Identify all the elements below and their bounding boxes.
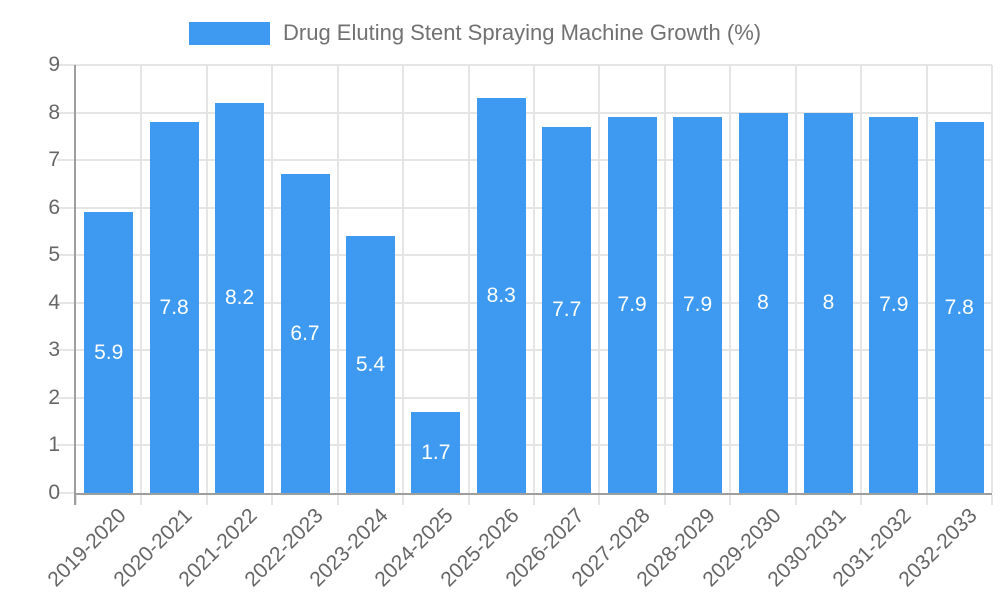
y-tick (57, 396, 76, 399)
bar (345, 236, 395, 493)
bar-value-label: 8 (822, 290, 835, 314)
bar-value-label: 7.8 (159, 295, 189, 319)
x-gridline (336, 65, 339, 493)
x-tick (533, 495, 535, 505)
bar-value-label: 7.9 (879, 293, 909, 317)
bar (803, 112, 853, 493)
x-tick (271, 495, 274, 505)
bar-value-label: 8.2 (224, 286, 255, 310)
bar-value-label: 5.9 (94, 340, 124, 364)
y-axis-label: 3 (48, 338, 60, 362)
x-gridline (860, 65, 863, 493)
bar (411, 412, 461, 493)
y-axis-label: 9 (48, 53, 60, 76)
x-tick (467, 495, 470, 505)
x-axis-line (74, 493, 992, 495)
legend-swatch-icon (189, 21, 270, 45)
x-gridline (729, 65, 732, 493)
y-axis-label: 7 (48, 148, 60, 172)
bar (280, 174, 330, 493)
bar-value-label: 7.9 (617, 293, 647, 317)
bar-value-label: 7.9 (682, 293, 713, 317)
y-tick (57, 444, 76, 447)
legend[interactable]: Drug Eluting Stent Spraying Machine Grow… (189, 21, 761, 45)
x-gridline (794, 65, 797, 493)
x-tick (794, 495, 797, 505)
bar (215, 103, 265, 493)
x-tick (729, 495, 732, 505)
x-gridline (140, 65, 143, 493)
x-tick (205, 495, 208, 505)
bar (869, 117, 919, 493)
bar-value-label: 5.4 (355, 352, 386, 376)
bar (149, 122, 199, 493)
x-gridline (533, 65, 535, 493)
bar (542, 126, 592, 493)
y-axis-label: 5 (48, 243, 60, 267)
y-axis-label: 1 (48, 433, 60, 457)
x-tick (336, 495, 339, 505)
bar (476, 98, 526, 493)
x-tick (991, 495, 993, 505)
bar-value-label: 8.3 (486, 283, 516, 307)
x-tick (598, 495, 601, 505)
x-gridline (467, 65, 470, 493)
x-gridline (991, 65, 993, 493)
y-tick (57, 349, 76, 352)
y-tick (57, 159, 76, 162)
x-tick (140, 495, 143, 505)
x-gridline (925, 65, 928, 493)
y-tick (57, 492, 76, 494)
x-gridline (598, 65, 601, 493)
y-axis-label: 6 (48, 195, 60, 219)
bar-value-label: 7.7 (552, 297, 582, 321)
y-tick (57, 64, 76, 66)
bar-value-label: 6.7 (290, 321, 320, 345)
bar-value-label: 1.7 (421, 440, 451, 464)
y-tick (57, 206, 76, 209)
x-tick (860, 495, 863, 505)
bar-value-label: 7.8 (944, 295, 974, 319)
x-gridline (402, 65, 405, 493)
y-tick (57, 301, 76, 304)
y-axis-label: 0 (48, 481, 60, 504)
x-tick (663, 495, 666, 505)
x-tick (75, 495, 77, 505)
y-axis-line (74, 65, 76, 505)
chart-title: Drug Eluting Stent Spraying Machine Grow… (283, 20, 762, 45)
y-axis-label: 4 (48, 290, 60, 314)
y-tick (57, 111, 76, 114)
y-axis-label: 2 (48, 385, 60, 409)
x-gridline (271, 65, 274, 493)
bar-value-label: 8 (757, 290, 769, 314)
x-tick (402, 495, 405, 505)
x-gridline (663, 65, 666, 493)
bar (673, 117, 723, 493)
y-tick (57, 254, 76, 257)
x-tick (925, 495, 928, 505)
x-gridline (205, 65, 208, 493)
bar (934, 122, 984, 493)
bar (84, 212, 134, 493)
bar (607, 117, 657, 493)
bar (738, 112, 788, 493)
y-axis-label: 8 (48, 100, 60, 124)
